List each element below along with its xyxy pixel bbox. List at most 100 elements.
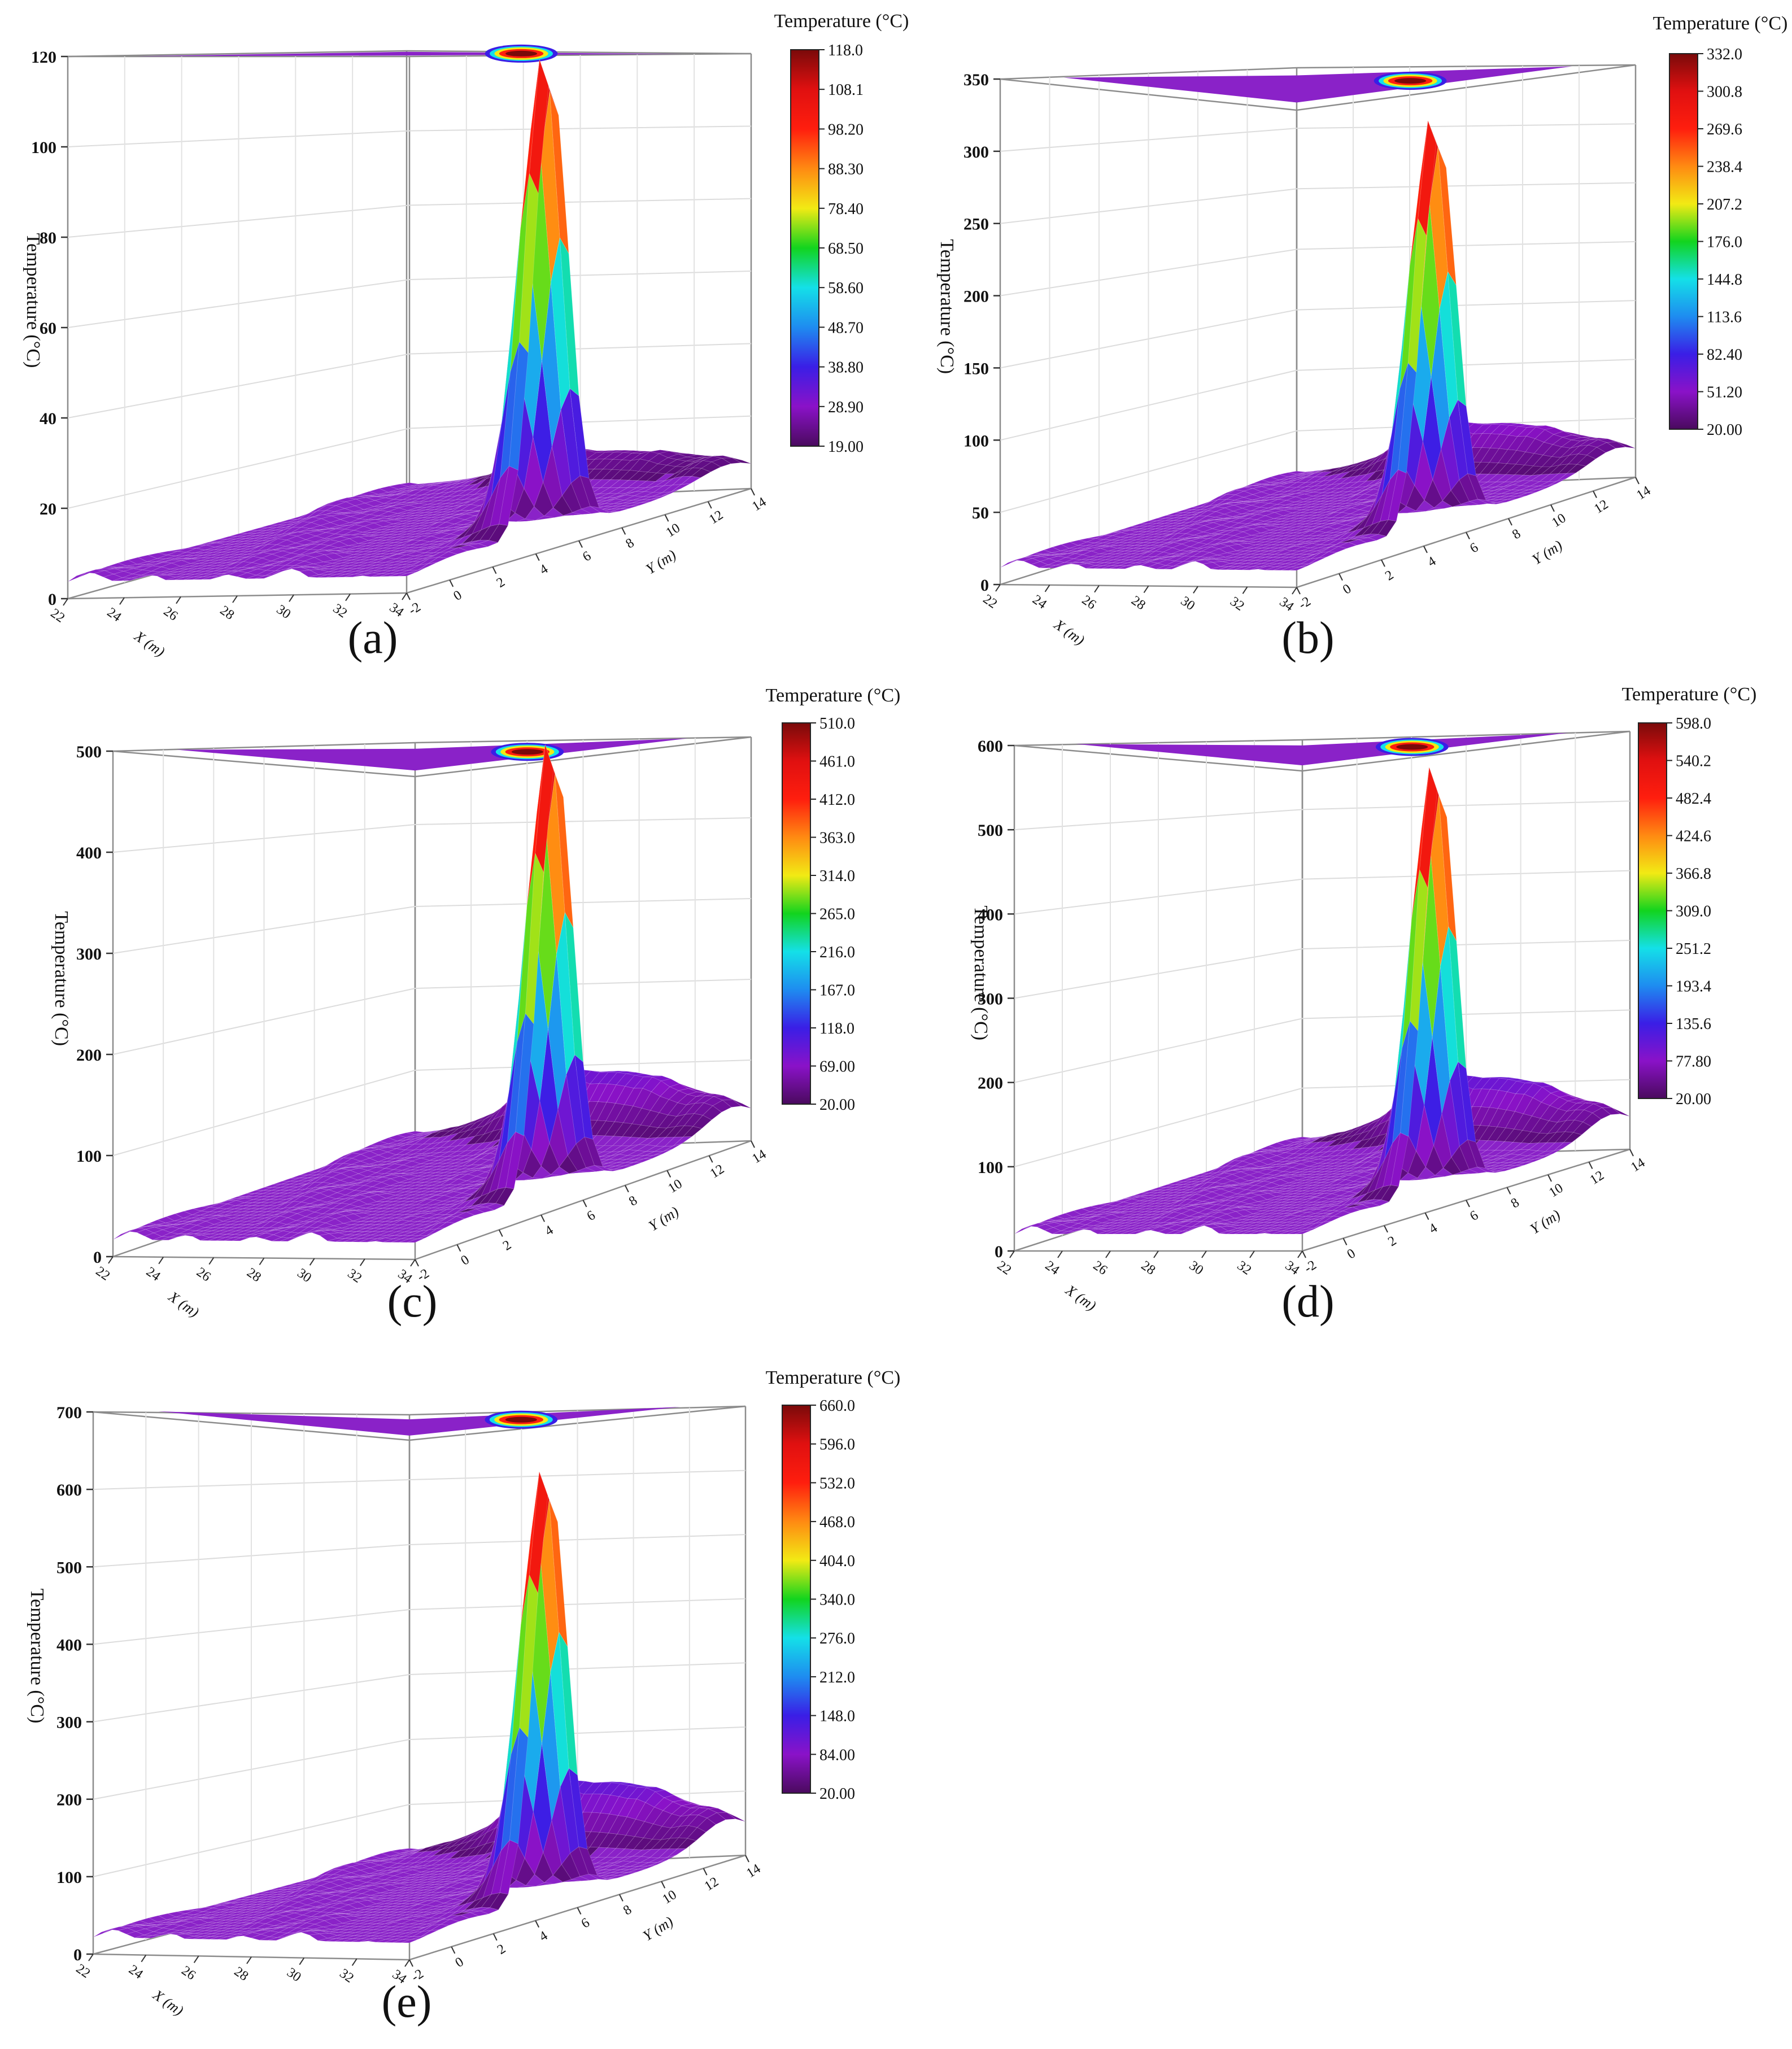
y-tick-label: 8 [624,535,637,551]
y-tick-label: 10 [664,521,683,540]
z-tick-label: 20 [40,500,56,518]
colorbar: 332.0 300.8 269.6 238.4 207.2 176.0 144.8 113.6… [1653,13,1788,439]
x-tick-label: 28 [244,1265,264,1285]
z-tick-label: 400 [978,905,1003,924]
y-tick-label: 2 [1383,568,1396,583]
colorbar-tick-label: 20.00 [819,1096,855,1114]
colorbar-tick-label: 412.0 [819,791,855,809]
x-tick-label: 30 [1178,594,1198,613]
temperature-surface [112,744,752,1243]
z-tick-label: 100 [963,431,989,450]
colorbar-gradient [790,49,819,447]
colorbar-tick-label: 51.20 [1707,384,1742,402]
x-tick-label: 28 [217,603,237,623]
z-tick-label: 100 [31,138,56,157]
panel-b: 0 50 100 150 200 250 300 350 Temperature (°C) 22 2… [896,0,1792,678]
colorbar-tick-label: 276.0 [819,1630,855,1647]
y-tick-label: 8 [1508,1195,1522,1211]
y-tick-label: 6 [579,1915,592,1931]
y-axis-title: Y (m) [646,1204,682,1235]
x-tick-label: 24 [126,1962,146,1982]
y-tick-label: 4 [1425,554,1438,570]
colorbar-tick-label: 404.0 [819,1553,855,1570]
top-projection [136,44,683,63]
top-projection [177,738,687,771]
colorbar-tick-label: 212.0 [819,1669,855,1686]
x-axis-title: X (m) [1062,1281,1099,1314]
x-tick-label: 30 [294,1266,314,1285]
z-axis-title: Temperature (°C) [51,911,72,1046]
y-tick-label: 6 [580,548,594,564]
colorbar: 660.0 596.0 532.0 468.0 404.0 340.0 276.0 212.0… [766,1367,901,1803]
temperature-surface [67,59,752,582]
x-tick-label: 30 [284,1965,304,1985]
z-tick-label: 600 [56,1481,82,1499]
y-tick-label: 0 [1340,581,1354,597]
z-tick-label: 500 [76,743,102,761]
temperature-surface [1000,120,1636,571]
z-tick-label: 700 [56,1403,82,1422]
colorbar-gradient [1638,722,1667,1099]
z-tick-label: 250 [963,215,989,234]
y-axis-title: Y (m) [640,1913,676,1945]
z-tick-label: 300 [56,1714,82,1732]
colorbar-tick-label: 77.80 [1676,1053,1711,1071]
colorbar-tick-label: 68.50 [828,240,864,258]
z-axis: 0 100 200 300 400 500 600 Temperature (°C) [970,737,1014,1261]
z-axis: 0 20 40 60 80 100 120 Temperature (°C) [23,48,68,609]
y-tick-label: 12 [708,1162,727,1182]
y-tick-label: 6 [1467,540,1481,556]
y-tick-label: 14 [744,1861,763,1881]
colorbar-tick-label: 482.4 [1676,790,1711,808]
z-tick-label: 300 [978,990,1003,1009]
z-tick-label: 100 [76,1147,102,1166]
panel-label-b: (b) [1281,613,1335,663]
z-tick-label: 120 [31,48,56,67]
y-tick-label: 14 [749,1147,769,1167]
colorbar-gradient [1669,53,1698,430]
colorbar-tick-label: 216.0 [819,944,855,961]
z-tick-label: 300 [76,945,102,964]
panel-label-a: (a) [347,613,398,663]
colorbar-gradient [782,722,811,1105]
colorbar: 510.0 461.0 412.0 363.0 314.0 265.0 216.0 167.0… [766,685,901,1114]
colorbar-tick-label: 78.40 [828,200,864,218]
y-tick-label: 6 [1467,1208,1481,1224]
x-tick-label: 26 [178,1963,198,1983]
wall-gridlines [1000,65,1636,569]
z-tick-label: 350 [963,71,989,89]
colorbar-title: Temperature (°C) [774,11,909,32]
z-tick-label: 200 [56,1791,82,1810]
colorbar-tick-label: 332.0 [1707,46,1742,63]
colorbar-tick-label: 144.8 [1707,271,1742,289]
colorbar-tick-label: 167.0 [819,982,855,1000]
colorbar-tick-label: 660.0 [819,1397,855,1415]
x-axis-title: X (m) [150,1986,186,2019]
z-tick-label: 500 [978,821,1003,840]
z-tick-label: 400 [56,1636,82,1654]
y-tick-label: 2 [495,1942,508,1958]
panel-e: 0 100 200 300 400 500 600 700 Temperature (°C) 22… [0,1361,900,2049]
z-tick-label: 0 [995,1243,1003,1261]
z-axis-title: Temperature (°C) [23,233,43,368]
colorbar-title: Temperature (°C) [1653,13,1788,34]
colorbar-tick-label: 251.2 [1676,940,1711,958]
colorbar-tick-label: 461.0 [819,753,855,771]
colorbar-tick-label: 207.2 [1707,196,1742,213]
y-axis-title: Y (m) [1529,537,1566,568]
panel-a: 0 20 40 60 80 100 120 Temperature (°C) 22 24 26 28 3… [0,0,909,678]
panel-label-e: (e) [381,1977,432,2027]
y-tick-label: 0 [1345,1246,1358,1262]
y-tick-label: 10 [1546,1181,1566,1201]
colorbar-tick-label: 176.0 [1707,234,1742,251]
x-tick-label: 30 [274,602,294,622]
z-tick-label: 0 [93,1248,102,1267]
colorbar-tick-label: 82.40 [1707,346,1742,364]
y-tick-label: 8 [1510,526,1523,542]
colorbar-tick-label: 366.8 [1676,865,1711,883]
z-tick-label: 0 [73,1946,82,1964]
z-tick-label: 50 [972,504,989,522]
y-tick-label: 6 [585,1208,598,1224]
z-axis: 0 100 200 300 400 500 Temperature (°C) [51,743,113,1267]
